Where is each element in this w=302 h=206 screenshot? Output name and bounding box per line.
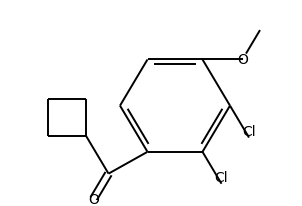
- Text: Cl: Cl: [215, 170, 228, 184]
- Text: O: O: [237, 53, 248, 67]
- Text: O: O: [88, 192, 99, 206]
- Text: Cl: Cl: [242, 124, 256, 138]
